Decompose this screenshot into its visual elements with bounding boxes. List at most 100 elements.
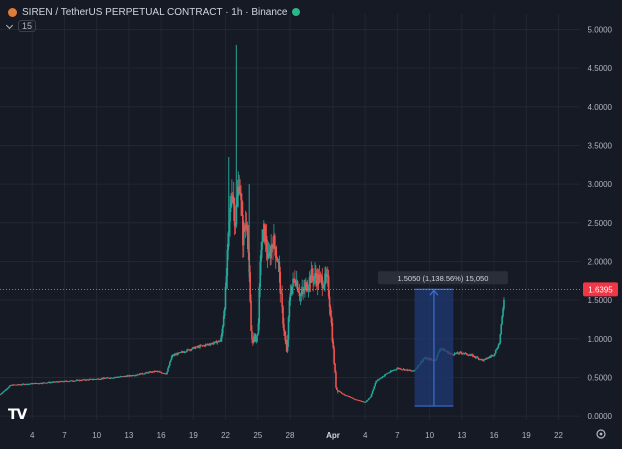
candle-body xyxy=(93,379,95,380)
indicator-badge[interactable]: 15 xyxy=(18,20,37,32)
candle-body xyxy=(190,348,193,350)
candle-body xyxy=(260,250,262,262)
candle-body xyxy=(499,334,502,344)
candle-body xyxy=(488,356,491,358)
candle-body xyxy=(385,373,387,375)
candle-body xyxy=(74,380,77,382)
candle-body xyxy=(213,341,216,344)
candle-body xyxy=(365,401,367,403)
candle-body xyxy=(124,376,126,377)
candle-body xyxy=(118,376,121,378)
candle-body xyxy=(204,344,207,347)
candle-body xyxy=(236,196,239,206)
last-price-line: 1.6395 xyxy=(0,282,618,297)
candle-body xyxy=(326,274,329,277)
candle-body xyxy=(291,286,293,294)
x-tick-label: 4 xyxy=(30,431,35,440)
candle-body xyxy=(11,384,14,386)
candle-body xyxy=(55,381,58,383)
candle-body xyxy=(334,363,336,373)
candle-body xyxy=(470,354,472,356)
candle-body xyxy=(495,349,498,351)
candle-body xyxy=(212,343,215,344)
candle-body xyxy=(54,381,57,383)
candle-body xyxy=(69,380,72,382)
candle-body xyxy=(298,292,301,296)
candle-body xyxy=(496,347,499,350)
indicator-row[interactable]: 15 xyxy=(6,20,37,32)
chevron-down-icon[interactable] xyxy=(6,22,14,30)
candle-body xyxy=(143,373,146,375)
candle-body xyxy=(30,383,32,385)
candle-body xyxy=(375,380,377,384)
candle-body xyxy=(211,343,213,344)
candle-body xyxy=(497,344,500,348)
candle-body xyxy=(373,386,376,389)
candle-body xyxy=(223,308,226,317)
candle-body xyxy=(84,379,86,381)
candle-body xyxy=(486,358,489,360)
candle-body xyxy=(163,373,166,375)
candle-body xyxy=(39,382,41,384)
candle-body xyxy=(405,369,408,371)
candle-body xyxy=(164,373,167,375)
candle-body xyxy=(386,373,388,375)
candle-body xyxy=(151,371,154,373)
candle-body xyxy=(192,347,195,348)
gear-icon-ring[interactable] xyxy=(596,429,606,439)
candle-body xyxy=(94,379,96,380)
y-tick-label: 1.5000 xyxy=(588,296,613,305)
candle-body xyxy=(381,376,384,378)
candle-body xyxy=(149,371,152,373)
gear-icon[interactable] xyxy=(596,429,606,439)
candle-body xyxy=(364,402,366,403)
candle-body xyxy=(349,396,352,398)
candle-body xyxy=(98,379,101,381)
candle-body xyxy=(283,324,285,331)
candle-body xyxy=(295,281,298,286)
candle-body xyxy=(7,387,10,389)
measure-tool[interactable]: 1.5050 (1,138.56%) 15,050 xyxy=(377,271,508,407)
candle-body xyxy=(282,306,284,325)
candle-body xyxy=(382,376,385,378)
y-axis[interactable]: 0.0000 0.5000 1.0000 1.5000 2.0000 2.5000 3.00… xyxy=(588,25,613,421)
candle-body xyxy=(322,287,324,289)
candle-body xyxy=(122,376,125,378)
candle-body xyxy=(279,271,282,294)
candle-body xyxy=(203,345,206,347)
candle-body xyxy=(100,378,103,380)
candle-body xyxy=(480,359,482,360)
candle-body xyxy=(290,293,293,295)
candle-body xyxy=(113,377,115,379)
chart-title: SIREN / TetherUS PERPETUAL CONTRACT · 1h… xyxy=(22,6,288,18)
candle-body xyxy=(272,244,274,249)
candle-body xyxy=(172,355,175,356)
candle-body xyxy=(23,384,26,385)
candle-body xyxy=(269,252,272,259)
x-tick-label: 22 xyxy=(554,431,563,440)
candle-body xyxy=(397,368,399,369)
candle-body xyxy=(473,355,475,357)
candle-body xyxy=(215,341,218,344)
candle-body xyxy=(181,351,184,353)
candle-body xyxy=(222,316,225,327)
x-axis[interactable]: 4 7 10 13 16 19 22 25 28 Apr 4 7 10 13 16 19 22 xyxy=(30,431,564,440)
candle-body xyxy=(238,186,240,192)
candle-body xyxy=(1,392,4,394)
candle-body xyxy=(410,370,413,372)
candle-body xyxy=(127,375,130,377)
candle-body xyxy=(358,400,361,402)
candle-body xyxy=(186,349,188,352)
candle-body xyxy=(208,344,210,346)
y-tick-label: 3.0000 xyxy=(588,180,613,189)
candle-body xyxy=(110,377,113,379)
tradingview-logo[interactable]: TV xyxy=(8,407,27,423)
candle-body xyxy=(162,373,165,374)
candle-body xyxy=(390,370,393,372)
candle-body xyxy=(95,378,98,380)
candle-body xyxy=(29,383,31,385)
candle-body xyxy=(412,370,415,372)
candle-body xyxy=(314,273,316,277)
